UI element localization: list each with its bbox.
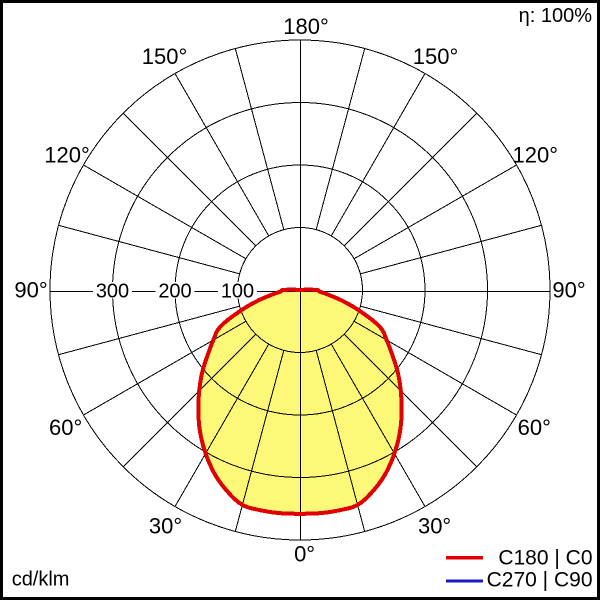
svg-text:30°: 30° (418, 514, 451, 539)
svg-text:200: 200 (158, 281, 191, 303)
svg-text:30°: 30° (149, 514, 182, 539)
svg-text:0°: 0° (294, 542, 315, 567)
svg-text:180°: 180° (283, 14, 329, 39)
svg-text:90°: 90° (14, 278, 47, 303)
svg-text:C180 | C0: C180 | C0 (498, 547, 592, 570)
svg-text:300: 300 (96, 281, 129, 303)
svg-text:120°: 120° (44, 143, 90, 168)
svg-text:60°: 60° (518, 415, 551, 440)
svg-text:cd/klm: cd/klm (12, 569, 70, 591)
svg-text:C270 | C90: C270 | C90 (487, 569, 593, 592)
svg-text:150°: 150° (142, 44, 188, 69)
svg-text:120°: 120° (513, 143, 559, 168)
svg-text:150°: 150° (413, 44, 459, 69)
svg-text:60°: 60° (49, 415, 82, 440)
svg-text:90°: 90° (552, 278, 585, 303)
svg-text:100: 100 (221, 281, 254, 303)
svg-text:η: 100%: η: 100% (519, 5, 593, 27)
